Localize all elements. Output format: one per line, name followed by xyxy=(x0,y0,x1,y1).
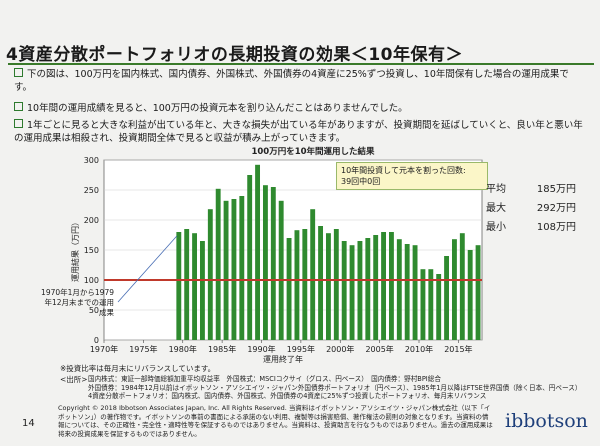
x-tick-label: 1985年 xyxy=(208,344,236,354)
annotation-leader-line xyxy=(117,235,178,303)
y-tick-label: 50 xyxy=(89,306,99,315)
bar-2001 xyxy=(349,245,355,340)
y-tick-label: 200 xyxy=(84,216,99,225)
bar-2004 xyxy=(373,235,379,340)
x-tick-label: 1990年 xyxy=(247,344,275,354)
bar-1989 xyxy=(255,164,261,340)
stat-max: 最大 292万円 xyxy=(486,199,576,214)
bullet-1: 下の図は、100万円を国内株式、国内債券、外国株式、外国債券の4資産に25%ずつ… xyxy=(14,68,584,94)
bar-2011 xyxy=(428,269,434,340)
title-underline xyxy=(8,63,594,65)
bar-2009 xyxy=(412,245,418,340)
bar-2016 xyxy=(467,250,473,340)
bar-1990 xyxy=(262,185,268,340)
bar-1980 xyxy=(184,229,190,340)
copyright-footer: Copyright © 2018 Ibbotson Associates Jap… xyxy=(58,404,493,438)
bar-1993 xyxy=(286,238,292,340)
bar-2002 xyxy=(357,241,363,340)
bar-2014 xyxy=(451,239,457,340)
bar-1991 xyxy=(270,187,276,340)
bar-2003 xyxy=(365,238,371,340)
bar-1982 xyxy=(199,241,205,340)
stat-label: 最小 xyxy=(486,222,506,233)
chart-title: 100万円を10年間運用した結果 xyxy=(251,146,375,157)
period-annotation: 1970年1月から1979年12月末までの運用成果 xyxy=(41,288,114,317)
bar-1999 xyxy=(333,229,339,340)
x-tick-label: 1995年 xyxy=(287,344,315,354)
bar-1984 xyxy=(215,188,221,340)
bar-1981 xyxy=(192,233,198,340)
bar-1987 xyxy=(239,196,245,340)
y-tick-label: 250 xyxy=(84,186,99,195)
stat-value: 108万円 xyxy=(536,222,576,233)
page-number: 14 xyxy=(22,418,35,429)
bullet-square-icon xyxy=(14,102,23,111)
bar-2000 xyxy=(341,241,347,340)
bullet-2-text: 10年間の運用成績を見ると、100万円の投資元本を割り込んだことはありませんでし… xyxy=(27,103,408,114)
bar-1988 xyxy=(247,175,253,340)
callout-box: 10年間投資して元本を割った回数: 39回中0回 xyxy=(336,162,488,190)
bullet-3-text: 1年ごとに見ると大きな利益が出ている年と、大きな損失が出ている年がありますが、投… xyxy=(14,120,583,144)
source-line: 外国債券：1984年12月以前はイボットソン・アソシエイツ・ジャパン外国債券ポー… xyxy=(88,383,582,392)
bar-2017 xyxy=(475,245,481,340)
bar-2006 xyxy=(388,232,394,340)
source-line: 国内株式：東証一部時価総額加重平均収益率 外国株式：MSCIコクサイ（グロス、円… xyxy=(88,375,441,383)
bar-chart: 0 50 100 150 200 250 300 100万円を10年間運用した結果 1970年 1… xyxy=(70,146,483,364)
source-label: <出所> xyxy=(60,375,88,384)
stat-label: 最大 xyxy=(486,203,506,214)
source-line: 4資産分散ポートフォリオ：国内株式、国内債券、外国株式、外国債券の4資産に25%… xyxy=(88,392,487,401)
x-tick-label: 1975年 xyxy=(129,344,157,354)
stat-value: 185万円 xyxy=(536,184,576,195)
stat-value: 292万円 xyxy=(536,203,576,214)
page-title: 4資産分散ポートフォリオの長期投資の効果＜10年保有＞ xyxy=(6,45,463,65)
bar-2015 xyxy=(459,233,465,340)
x-tick-label: 2005年 xyxy=(365,344,393,354)
bar-1983 xyxy=(207,209,213,340)
bar-2010 xyxy=(420,269,426,340)
x-tick-label: 2010年 xyxy=(405,344,433,354)
bar-1986 xyxy=(231,199,237,340)
bullet-1-text: 下の図は、100万円を国内株式、国内債券、外国株式、外国債券の4資産に25%ずつ… xyxy=(14,69,569,93)
y-tick-label: 0 xyxy=(94,336,99,345)
ibbotson-logo: ibbotson xyxy=(505,410,588,432)
source-lines: 国内株式：東証一部時価総額加重平均収益率 外国株式：MSCIコクサイ（グロス、円… xyxy=(88,375,588,401)
bar-1995 xyxy=(302,229,308,340)
x-axis-label: 運用終了年 xyxy=(263,354,303,364)
bar-2013 xyxy=(444,256,450,340)
y-tick-label: 150 xyxy=(84,246,99,255)
bar-2012 xyxy=(436,274,442,340)
bar-1997 xyxy=(318,226,324,340)
y-tick-label: 300 xyxy=(84,156,99,165)
bullet-3: 1年ごとに見ると大きな利益が出ている年と、大きな損失が出ている年がありますが、投… xyxy=(14,119,584,145)
bullet-2: 10年間の運用成績を見ると、100万円の投資元本を割り込んだことはありませんでし… xyxy=(14,102,584,115)
bar-2005 xyxy=(381,232,387,340)
x-tick-label: 1970年 xyxy=(90,344,118,354)
bar-1998 xyxy=(325,233,331,340)
y-tick-label: 100 xyxy=(84,276,99,285)
bullet-square-icon xyxy=(14,119,23,128)
x-tick-label: 2000年 xyxy=(326,344,354,354)
stat-min: 最小 108万円 xyxy=(486,218,576,233)
stat-label: 平均 xyxy=(486,184,506,195)
bullet-square-icon xyxy=(14,68,23,77)
bar-1979 xyxy=(176,232,182,340)
bar-1985 xyxy=(223,200,229,340)
callout-line-1: 10年間投資して元本を割った回数: xyxy=(341,166,466,175)
rebalance-note: ※投資比率は毎月末にリバランスしています。 xyxy=(60,364,216,373)
x-tick-label: 2015年 xyxy=(444,344,472,354)
callout-line-2: 39回中0回 xyxy=(341,177,381,186)
y-axis-label: 運用結果（万円） xyxy=(70,218,80,282)
bar-1996 xyxy=(310,209,316,340)
bar-2007 xyxy=(396,239,402,340)
x-tick-label: 1980年 xyxy=(169,344,197,354)
stat-average: 平均 185万円 xyxy=(486,180,576,195)
bar-1994 xyxy=(294,230,300,340)
bar-1992 xyxy=(278,200,284,340)
bar-2008 xyxy=(404,244,410,340)
